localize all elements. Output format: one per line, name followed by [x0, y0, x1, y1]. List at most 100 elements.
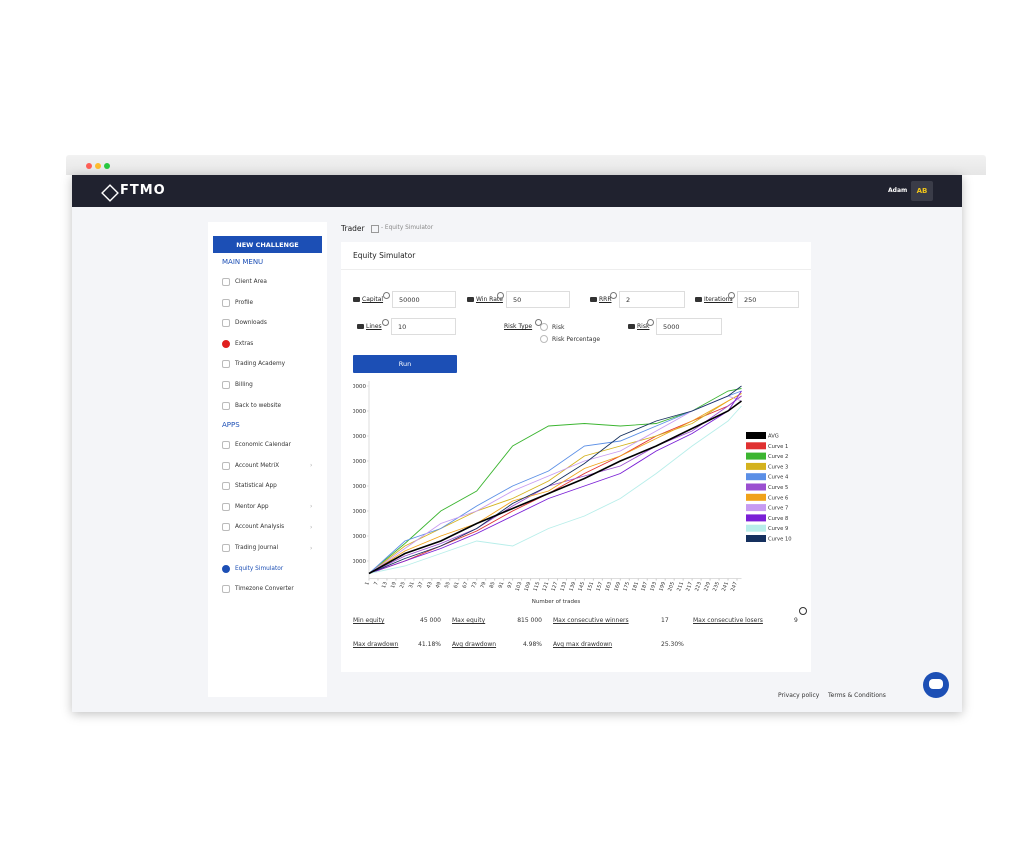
stat-label[interactable]: Max equity: [452, 617, 486, 624]
menu-item[interactable]: Downloads: [222, 318, 267, 328]
menu-label[interactable]: Billing: [235, 382, 253, 388]
legend-swatch: [746, 483, 766, 491]
menu-label[interactable]: Profile: [235, 299, 254, 306]
menu-icon[interactable]: [222, 381, 230, 389]
menu-icon[interactable]: [222, 360, 230, 369]
menu-icon[interactable]: [222, 298, 230, 307]
run-button[interactable]: Run: [353, 355, 457, 373]
x-tick-label: 19: [390, 581, 398, 589]
stat-label[interactable]: Max drawdown: [353, 641, 399, 648]
input-field[interactable]: 50000: [392, 291, 456, 308]
help-icon[interactable]: [497, 292, 504, 299]
radio[interactable]: [540, 335, 548, 343]
menu-label[interactable]: Account MetriX: [235, 462, 280, 469]
menu-icon[interactable]: [222, 482, 230, 491]
avatar[interactable]: AB: [911, 181, 933, 201]
stat-label[interactable]: Avg drawdown: [452, 641, 497, 648]
info-icon[interactable]: [799, 607, 807, 615]
x-tick-label: 25: [399, 581, 407, 589]
menu-item[interactable]: Profile: [222, 298, 253, 308]
help-icon[interactable]: [610, 292, 617, 299]
input-field[interactable]: 10: [391, 318, 456, 335]
x-tick-label: 1: [364, 581, 371, 586]
menu-icon[interactable]: [222, 319, 230, 328]
user-name[interactable]: Adam: [888, 187, 908, 194]
menu-item[interactable]: Mentor App ›: [222, 502, 322, 512]
radio-label[interactable]: Risk Percentage: [552, 336, 601, 343]
menu-label[interactable]: Statistical App: [235, 483, 277, 490]
stat-label[interactable]: Avg max drawdown: [553, 641, 613, 648]
breadcrumb[interactable]: Trader: [341, 224, 365, 233]
x-tick-label: 31: [408, 581, 416, 589]
menu-label[interactable]: Trading Journal: [235, 545, 279, 551]
home-icon[interactable]: [371, 225, 379, 233]
menu-label[interactable]: Client Area: [235, 279, 267, 285]
menu-item[interactable]: Account MetriX ›: [222, 461, 322, 471]
legend-label: Curve 7: [768, 506, 788, 512]
menu-item[interactable]: Timezone Converter: [222, 584, 322, 594]
menu-item[interactable]: Statistical App: [222, 481, 322, 491]
menu-label[interactable]: Downloads: [235, 320, 267, 327]
stat-label[interactable]: Min equity: [353, 617, 385, 624]
x-tick-label: 85: [489, 581, 497, 589]
x-tick-label: 139: [568, 581, 577, 592]
chevron[interactable]: ›: [310, 523, 313, 531]
menu-label[interactable]: Extras: [235, 340, 254, 347]
menu-label[interactable]: Equity Simulator: [235, 565, 284, 572]
new-challenge-button[interactable]: NEW CHALLENGE: [213, 236, 322, 253]
legend-swatch: [746, 473, 766, 481]
menu-icon[interactable]: [222, 564, 230, 573]
chevron[interactable]: ›: [310, 544, 313, 552]
menu-item[interactable]: Trading Journal ›: [222, 543, 322, 553]
logo[interactable]: FTMO: [120, 183, 166, 198]
chevron[interactable]: ›: [310, 462, 313, 470]
menu-label[interactable]: Timezone Converter: [235, 586, 294, 593]
menu-item[interactable]: Trading Academy: [222, 359, 285, 369]
menu-icon[interactable]: [222, 523, 230, 532]
menu-label[interactable]: Mentor App: [235, 503, 269, 510]
menu-icon[interactable]: [222, 502, 230, 511]
stat-label[interactable]: Max consecutive losers: [693, 617, 763, 624]
footer-link[interactable]: Terms & Conditions: [828, 692, 886, 699]
radio-label[interactable]: Risk: [552, 324, 565, 331]
input-field[interactable]: 5000: [656, 318, 722, 335]
y-tick-label: 400000: [345, 484, 366, 490]
menu-icon[interactable]: [222, 401, 230, 410]
menu-item[interactable]: Billing: [222, 380, 253, 390]
help-icon[interactable]: [535, 319, 542, 326]
help-icon[interactable]: [383, 292, 390, 299]
menu-label[interactable]: Economic Calendar: [235, 442, 291, 448]
menu-item[interactable]: Economic Calendar: [222, 440, 322, 450]
menu-icon[interactable]: [222, 441, 230, 449]
help-icon[interactable]: [728, 292, 735, 299]
menu-label[interactable]: Back to website: [235, 402, 282, 409]
input-field[interactable]: 50: [506, 291, 570, 308]
menu-item[interactable]: Back to website: [222, 401, 281, 411]
chevron[interactable]: ›: [310, 503, 313, 511]
help-icon[interactable]: [382, 319, 389, 326]
line: [368, 393, 742, 574]
menu-icon[interactable]: [222, 278, 230, 286]
menu-label[interactable]: Account Analysis: [235, 524, 285, 531]
menu-item[interactable]: Account Analysis ›: [222, 522, 322, 532]
menu-item[interactable]: Client Area: [222, 277, 267, 287]
input-field[interactable]: 2: [619, 291, 685, 308]
chat-icon[interactable]: [929, 679, 943, 689]
radio[interactable]: [540, 323, 548, 331]
x-tick-label: 175: [622, 581, 631, 592]
menu-item[interactable]: Equity Simulator: [222, 564, 322, 574]
menu-icon[interactable]: [222, 585, 230, 594]
x-tick-label: 247: [730, 581, 739, 592]
menu-icon[interactable]: [222, 544, 230, 552]
section-title: MAIN MENU: [222, 258, 264, 266]
menu-icon[interactable]: [222, 461, 230, 470]
footer-link[interactable]: Privacy policy: [778, 692, 820, 699]
menu-label[interactable]: Trading Academy: [235, 361, 286, 368]
input-field[interactable]: 250: [737, 291, 799, 308]
x-tick-label: 157: [595, 581, 604, 592]
field-label: Risk: [628, 323, 649, 330]
stat-label[interactable]: Max consecutive winners: [553, 617, 629, 624]
help-icon[interactable]: [647, 319, 654, 326]
menu-item[interactable]: Extras: [222, 339, 253, 349]
menu-icon[interactable]: [222, 339, 230, 348]
